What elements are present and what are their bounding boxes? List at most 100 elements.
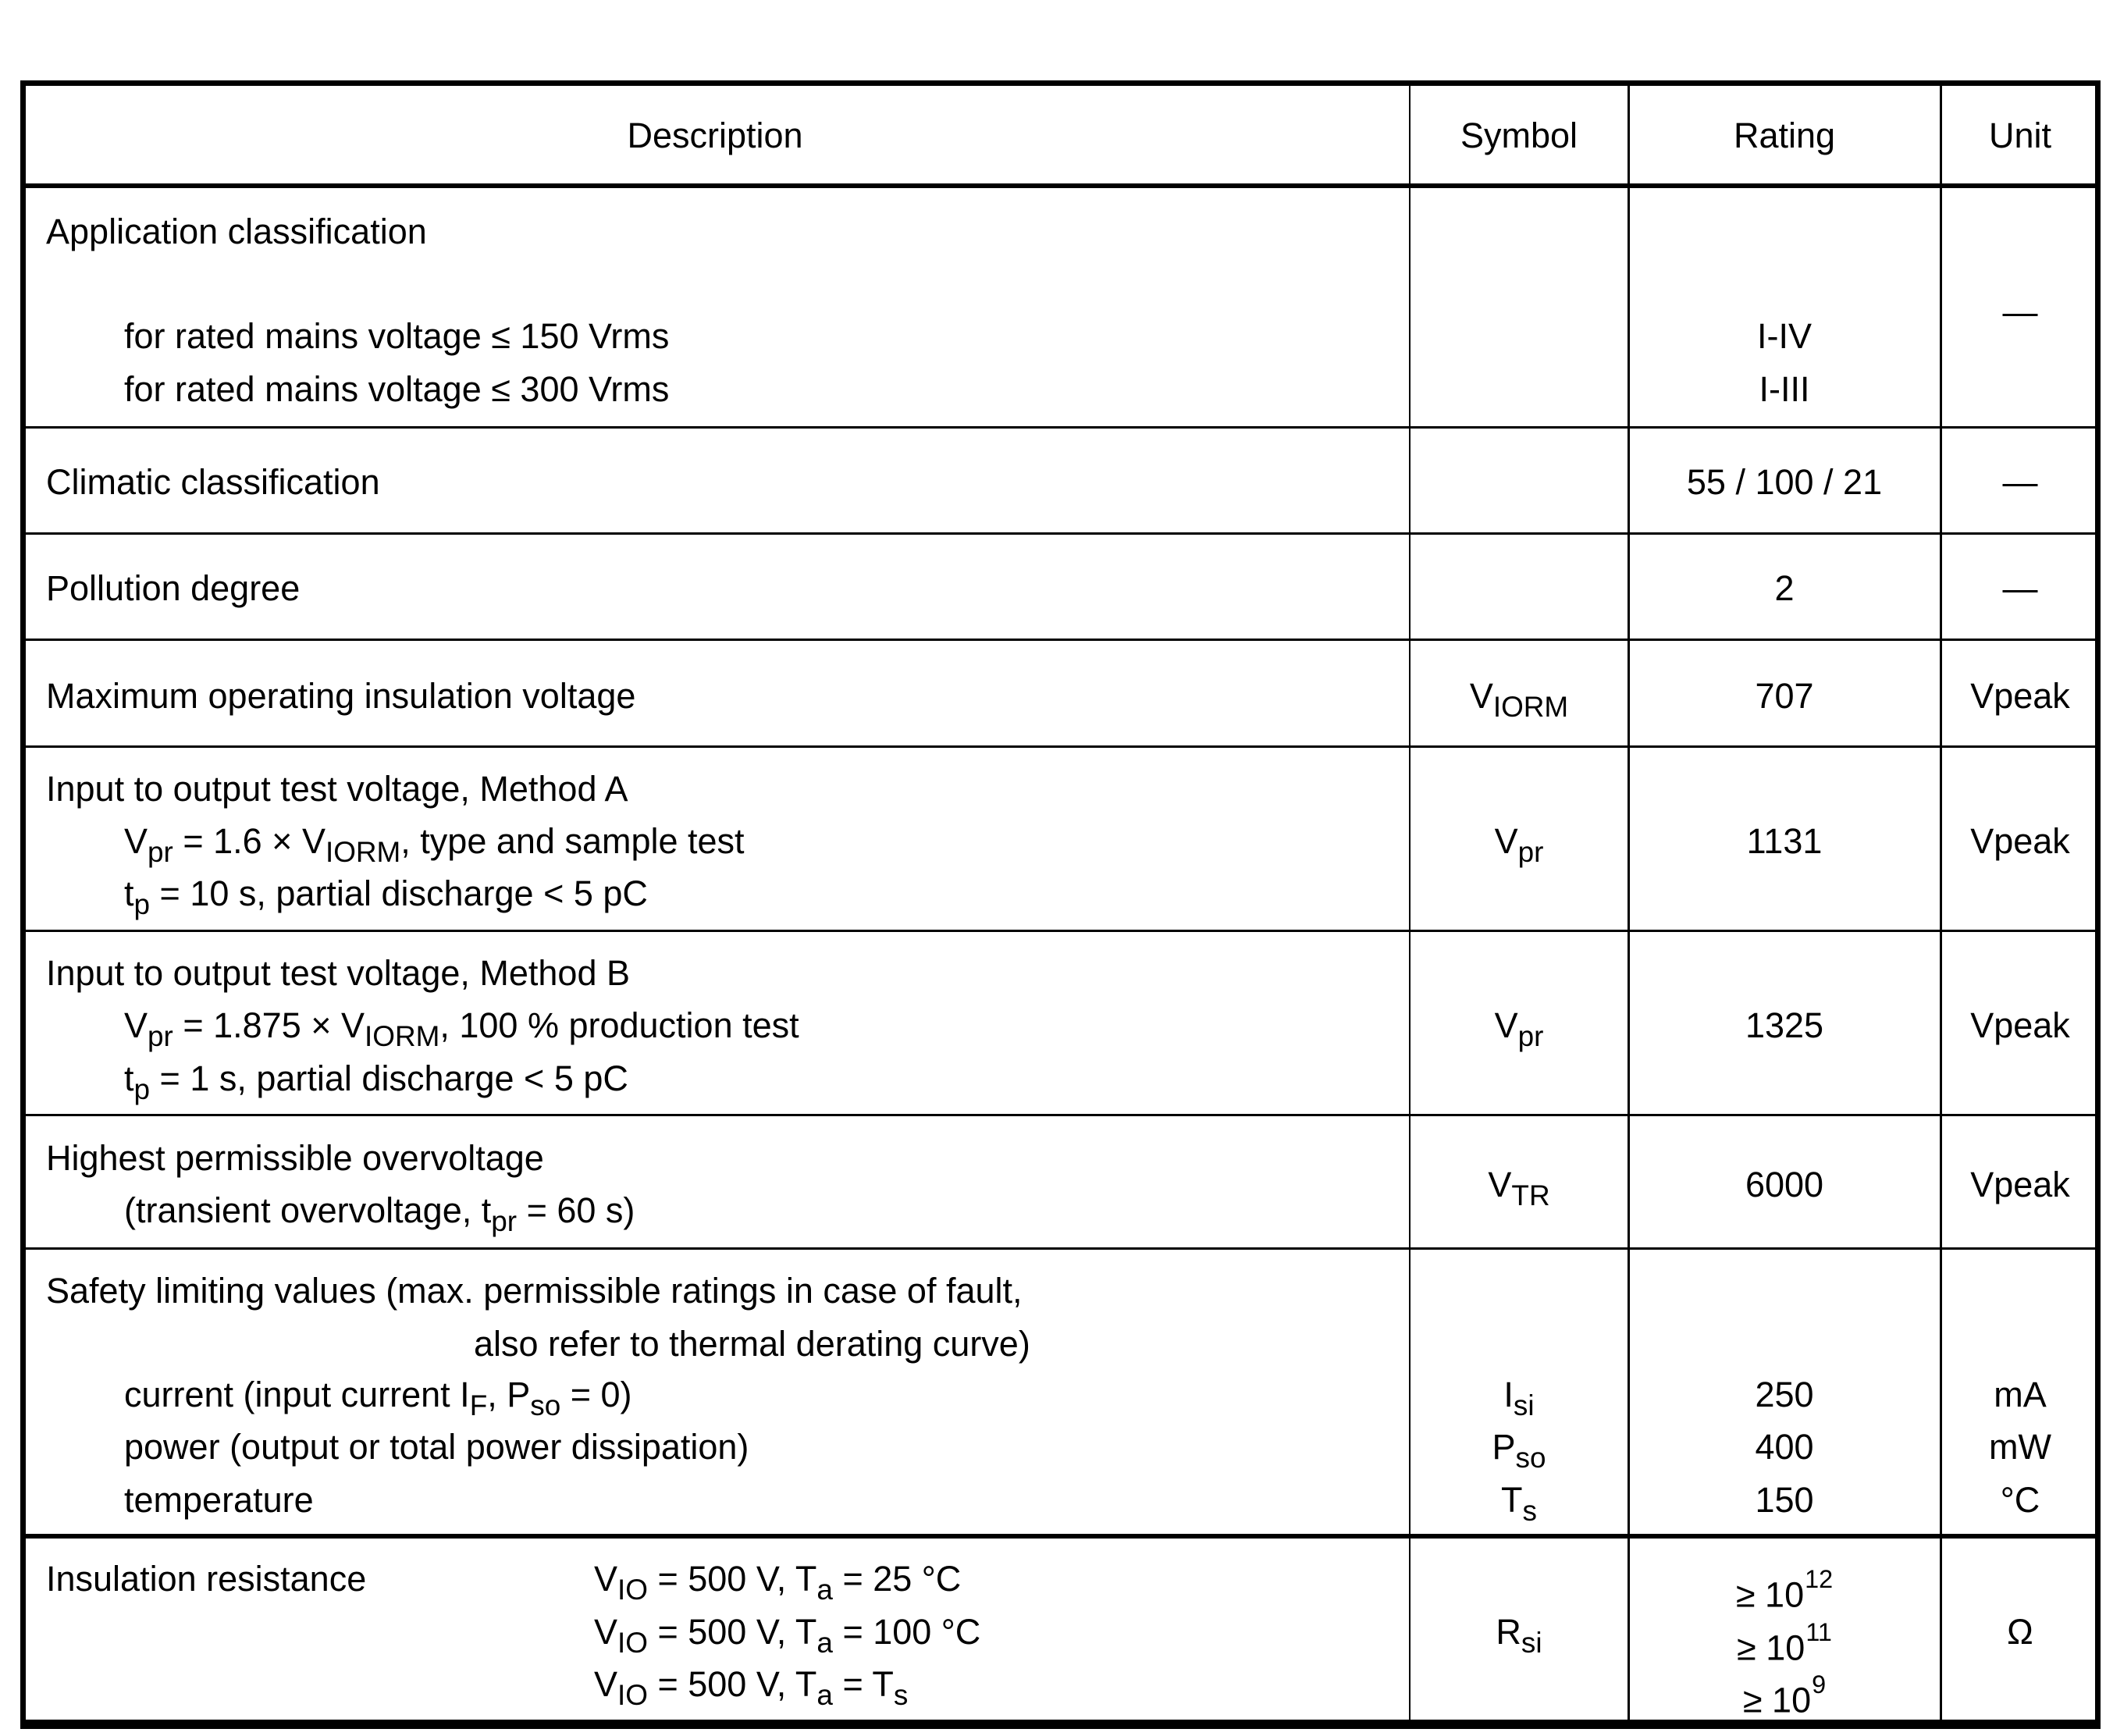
subscript: a xyxy=(816,1679,833,1712)
subscript: IO xyxy=(617,1574,648,1606)
text: Input to output test voltage, Method A xyxy=(46,769,628,809)
symbol-cell: Ts xyxy=(1501,1477,1537,1527)
text: = T xyxy=(832,1664,894,1704)
condition-line: VIO = 500 V, Ta = 25 °C xyxy=(594,1556,961,1606)
header-rating: Rating xyxy=(1733,116,1836,155)
superscript: 11 xyxy=(1805,1618,1832,1646)
text: = 100 °C xyxy=(832,1612,981,1652)
description-line: Climatic classification xyxy=(46,459,380,506)
text: °C xyxy=(2000,1480,2040,1520)
text: = 1 s, partial discharge < 5 pC xyxy=(150,1058,628,1098)
row-divider xyxy=(20,532,2101,535)
row-divider xyxy=(20,930,2101,932)
rating-cell: 707 xyxy=(1755,673,1813,720)
unit-cell: °C xyxy=(2001,1477,2040,1524)
unit-cell: mA xyxy=(1994,1371,2047,1418)
text: I-III xyxy=(1759,369,1810,409)
symbol-cell: Vpr xyxy=(1495,1002,1544,1053)
text: 1325 xyxy=(1745,1005,1824,1045)
subscript: so xyxy=(530,1389,561,1422)
description-line: tp = 1 s, partial discharge < 5 pC xyxy=(124,1055,628,1106)
text: = 500 V, T xyxy=(647,1612,817,1652)
condition-line: VIO = 500 V, Ta = 100 °C xyxy=(594,1609,981,1660)
unit-cell: Vpeak xyxy=(1970,673,2070,720)
description-line: Pollution degree xyxy=(46,565,300,612)
description-line: Input to output test voltage, Method A xyxy=(46,766,628,813)
rating-cell: 250 xyxy=(1755,1371,1813,1418)
header-divider xyxy=(20,183,2101,188)
text: , type and sample test xyxy=(400,821,745,861)
subscript: pr xyxy=(1517,1020,1544,1053)
text: mW xyxy=(1989,1427,2051,1467)
text: V xyxy=(124,821,148,861)
text: V xyxy=(594,1559,618,1599)
description-line: also refer to thermal derating curve) xyxy=(474,1321,1030,1368)
condition-line: VIO = 500 V, Ta = Ts xyxy=(594,1661,909,1712)
text: = 500 V, T xyxy=(647,1559,817,1599)
text: Pollution degree xyxy=(46,568,301,608)
text: V xyxy=(594,1612,618,1652)
text: for rated mains voltage ≤ 150 Vrms xyxy=(124,316,670,356)
subscript: pr xyxy=(491,1205,518,1238)
text: P xyxy=(1492,1427,1516,1467)
text: V xyxy=(1494,821,1518,861)
text: Ω xyxy=(2007,1612,2033,1652)
description-line: Highest permissible overvoltage xyxy=(46,1135,544,1182)
header-symbol: Symbol xyxy=(1460,116,1578,155)
row-divider xyxy=(20,1114,2101,1116)
subscript: s xyxy=(893,1679,909,1712)
description-line: power (output or total power dissipation… xyxy=(124,1424,749,1471)
unit-cell: mW xyxy=(1989,1424,2051,1471)
row-divider xyxy=(20,1534,2101,1539)
text: 1131 xyxy=(1746,821,1823,861)
row-divider xyxy=(20,1247,2101,1250)
rating-cell: 55 / 100 / 21 xyxy=(1687,459,1882,506)
text: Safety limiting values (max. permissible… xyxy=(46,1271,1023,1311)
text: 55 / 100 / 21 xyxy=(1686,462,1883,502)
subscript: IORM xyxy=(1492,691,1569,724)
description-line: Insulation resistance xyxy=(46,1556,366,1603)
superscript: 12 xyxy=(1805,1565,1834,1593)
rating-cell: 1131 xyxy=(1747,818,1823,865)
text: V xyxy=(594,1664,618,1704)
header-unit: Unit xyxy=(1988,116,2052,155)
text: ≥ 10 xyxy=(1737,1628,1805,1668)
row-divider xyxy=(20,426,2101,429)
subscript: IO xyxy=(617,1627,648,1660)
symbol-cell: Vpr xyxy=(1494,818,1544,868)
subscript: IO xyxy=(617,1679,648,1712)
row-divider xyxy=(20,745,2101,748)
rating-cell: I-IV xyxy=(1757,313,1812,360)
text: 250 xyxy=(1755,1375,1814,1414)
rating-cell: 6000 xyxy=(1745,1161,1823,1208)
subscript: pr xyxy=(148,836,173,869)
description-line: Vpr = 1.6 × VIORM, type and sample test xyxy=(124,818,745,869)
symbol-cell: Isi xyxy=(1503,1371,1534,1421)
subscript: p xyxy=(133,1073,151,1106)
text: = 500 V, T xyxy=(647,1664,817,1704)
rating-cell: 400 xyxy=(1755,1424,1813,1471)
text: = 1.875 × V xyxy=(173,1005,365,1045)
text: Vpeak xyxy=(1970,1005,2070,1045)
subscript: so xyxy=(1515,1442,1546,1475)
column-divider xyxy=(1628,80,1630,1725)
unit-cell: — xyxy=(2003,459,2038,506)
text: 2 xyxy=(1774,568,1795,608)
text: ≥ 10 xyxy=(1742,1680,1812,1720)
text: 6000 xyxy=(1745,1165,1824,1204)
text: Climatic classification xyxy=(46,462,380,502)
text: = 0) xyxy=(560,1375,632,1414)
description-line: for rated mains voltage ≤ 150 Vrms xyxy=(124,313,669,360)
symbol-cell: VTR xyxy=(1488,1161,1549,1211)
text: = 60 s) xyxy=(517,1190,635,1230)
text: mA xyxy=(1994,1375,2047,1414)
text: ≥ 10 xyxy=(1735,1574,1805,1615)
description-line: Input to output test voltage, Method B xyxy=(46,950,630,997)
unit-cell: — xyxy=(2003,565,2038,612)
text: also refer to thermal derating curve) xyxy=(474,1324,1030,1364)
subscript: si xyxy=(1521,1627,1542,1660)
row-divider xyxy=(20,639,2101,641)
text: current (input current I xyxy=(124,1375,470,1414)
subscript: F xyxy=(469,1389,488,1422)
rating-cell: 1325 xyxy=(1745,1002,1823,1049)
